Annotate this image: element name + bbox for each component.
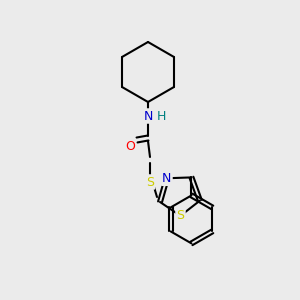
Text: O: O: [125, 140, 135, 152]
Text: N: N: [162, 172, 172, 185]
Text: S: S: [146, 176, 154, 188]
Text: H: H: [156, 110, 166, 122]
Text: N: N: [143, 110, 153, 122]
Text: S: S: [176, 209, 184, 222]
